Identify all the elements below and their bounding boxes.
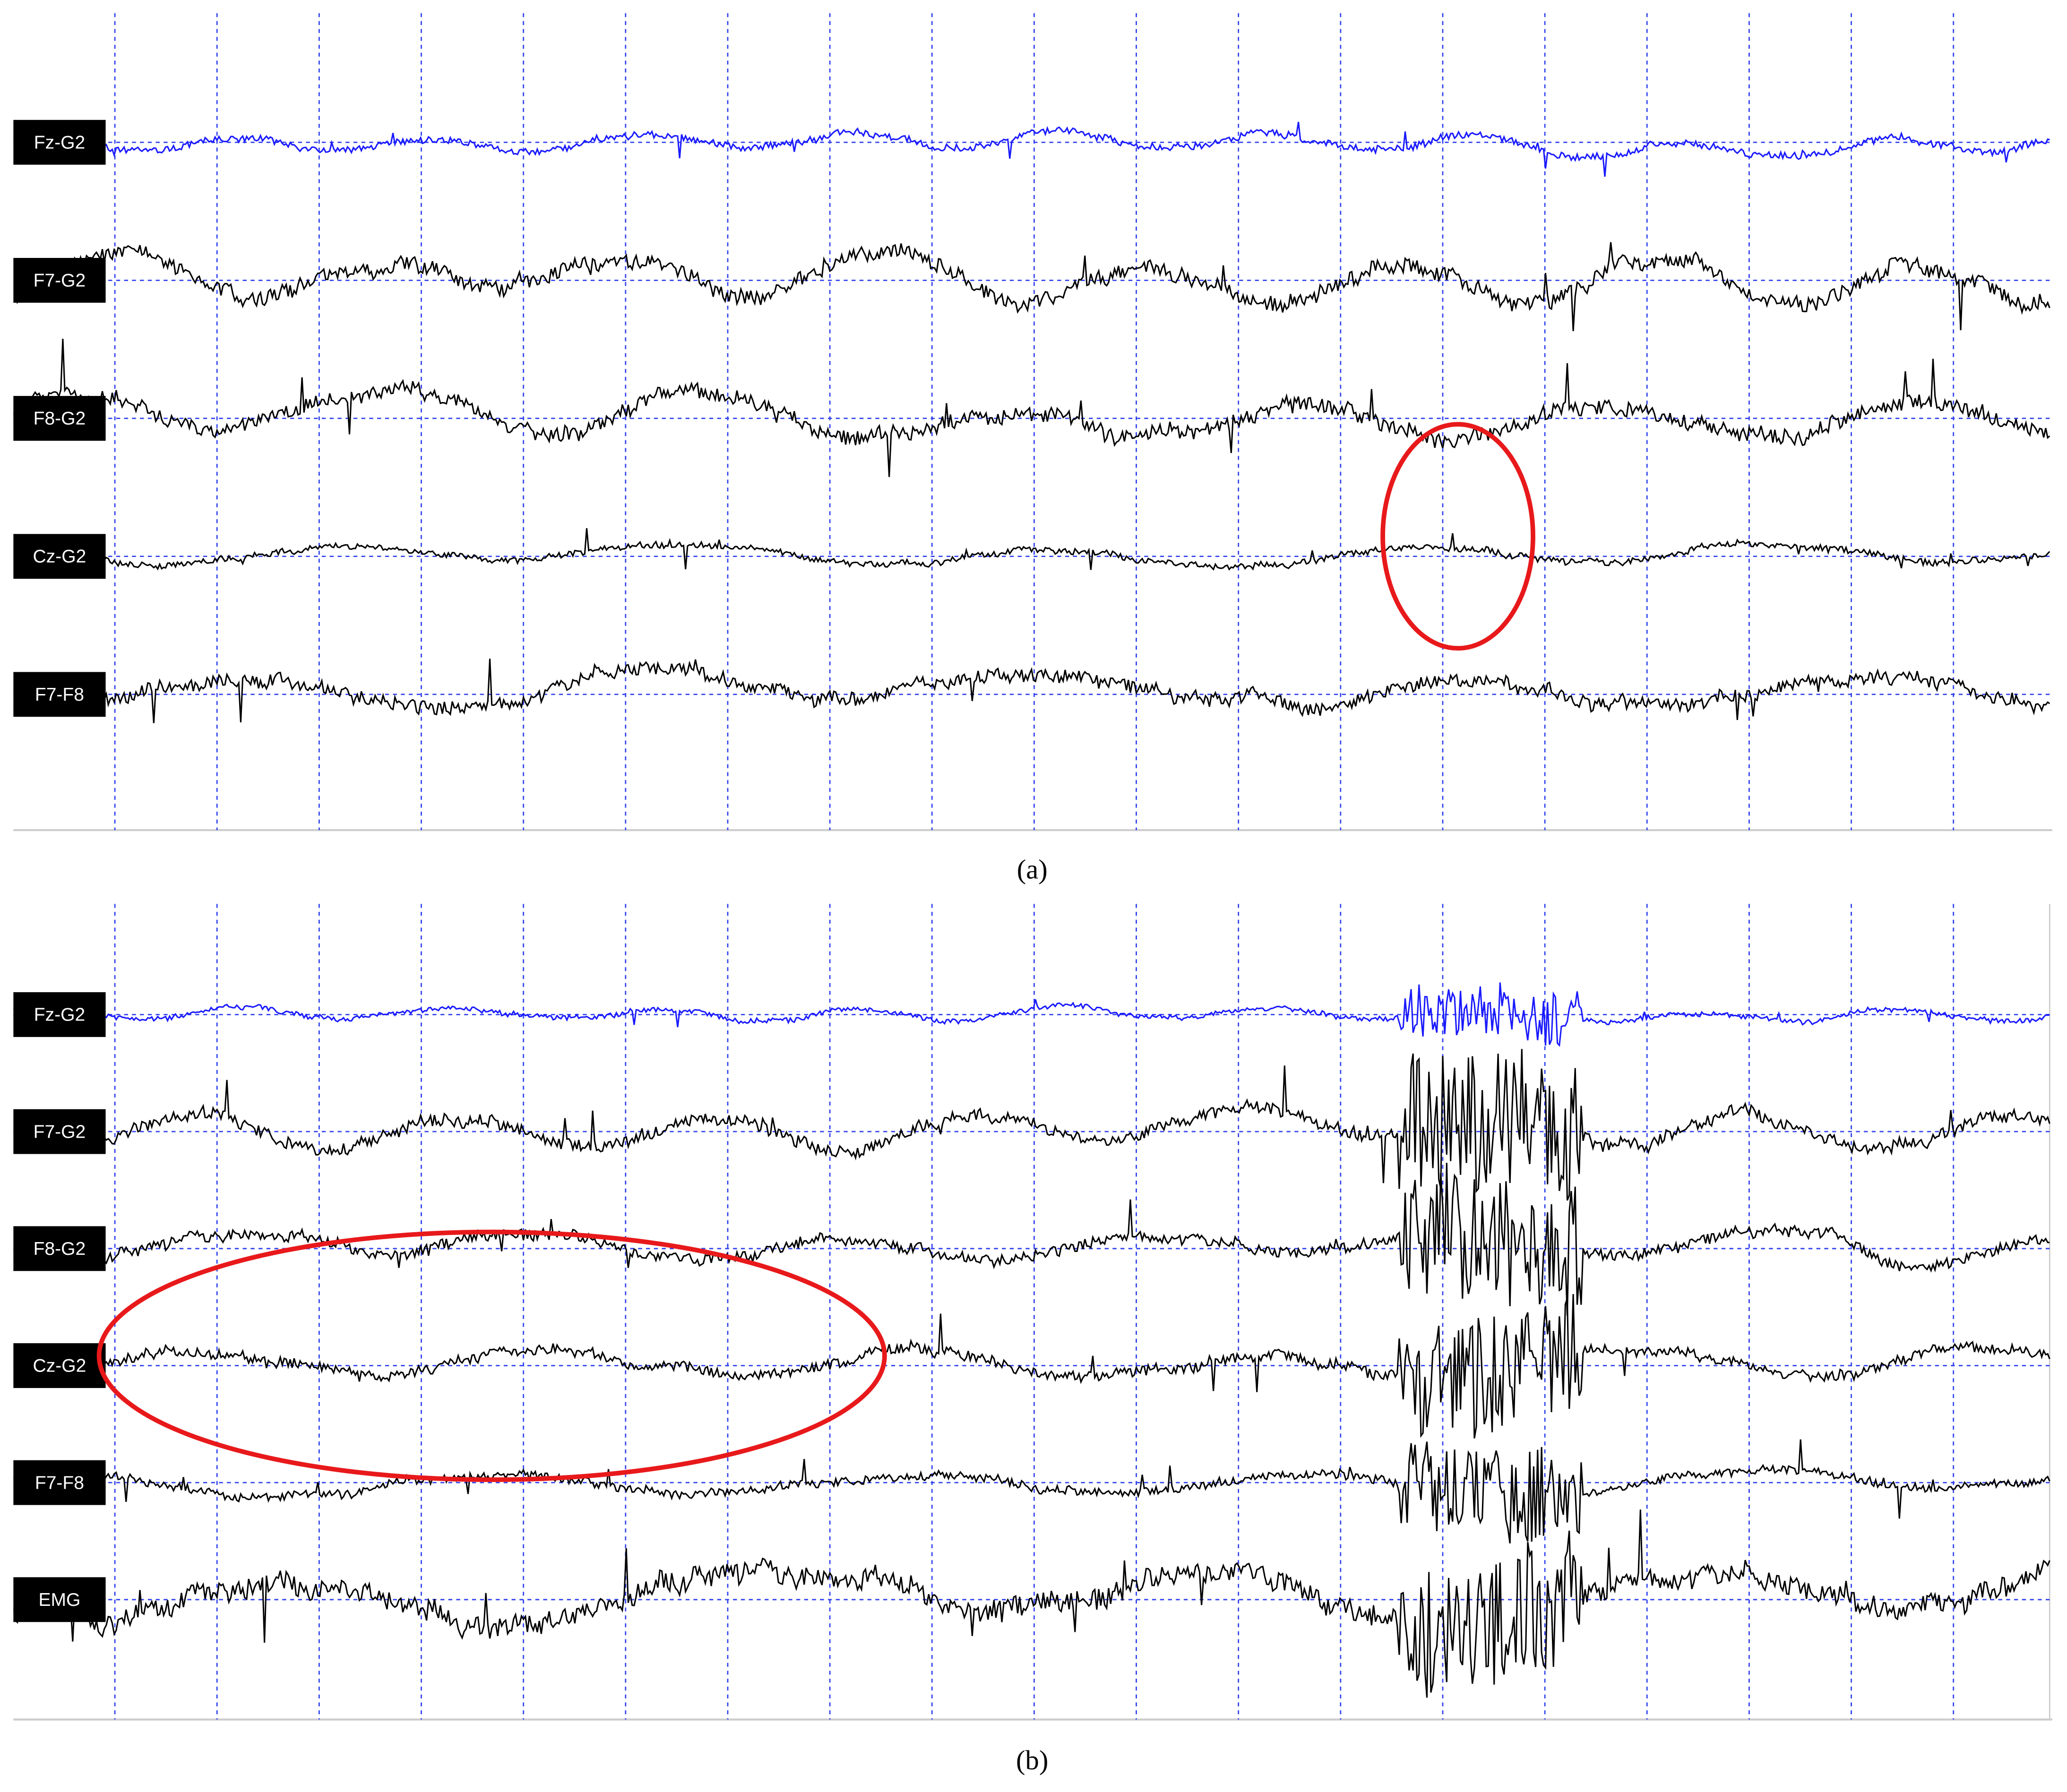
channel-label-box: [13, 1577, 106, 1622]
channel-label-box: [13, 1343, 106, 1388]
channel-label: Fz-G2: [34, 132, 85, 153]
channel-label: Fz-G2: [34, 1005, 85, 1025]
eeg-panel: Fz-G2 F7-G2 F8-G2 Cz-G2 F7-F8 EMG (b): [13, 904, 2052, 1775]
channel-label-box: [13, 257, 106, 303]
eeg-trace: [13, 1163, 2050, 1316]
channel-label: Cz-G2: [33, 1356, 86, 1376]
channel-label-box: [13, 992, 106, 1037]
eeg-trace: [13, 1439, 2050, 1543]
eeg-trace: [13, 121, 2050, 177]
channel-label-box: [13, 1460, 106, 1505]
eeg-trace: [13, 1049, 2050, 1201]
panel-caption: (b): [1016, 1745, 1048, 1775]
channel-label: EMG: [38, 1590, 80, 1610]
eeg-trace: [13, 659, 2050, 723]
eeg-trace: [13, 528, 2050, 571]
channel-label-box: [13, 672, 106, 717]
channel-label-box: [13, 396, 106, 441]
eeg-panel: Fz-G2 F7-G2 F8-G2 Cz-G2 F7-F8 (a): [13, 13, 2052, 885]
channel-label: F7-G2: [34, 1122, 86, 1142]
eeg-trace: [13, 1294, 2050, 1439]
channel-label: F7-G2: [34, 270, 86, 291]
channel-label: F8-G2: [34, 1239, 86, 1259]
channel-label: F8-G2: [34, 409, 86, 429]
channel-label: Cz-G2: [33, 547, 86, 567]
eeg-trace: [13, 242, 2050, 331]
channel-label: F7-F8: [35, 1473, 84, 1493]
eeg-trace: [13, 338, 2050, 477]
highlight-ellipse: [1380, 422, 1535, 651]
channel-label-box: [13, 1226, 106, 1271]
eeg-trace: [13, 982, 2050, 1047]
channel-label-box: [13, 120, 106, 165]
channel-label-box: [13, 534, 106, 579]
eeg-trace: [13, 1509, 2050, 1698]
channel-label-box: [13, 1109, 106, 1154]
channel-label: F7-F8: [35, 685, 84, 705]
highlight-ellipse: [96, 1229, 887, 1482]
panel-caption: (a): [1017, 854, 1048, 885]
